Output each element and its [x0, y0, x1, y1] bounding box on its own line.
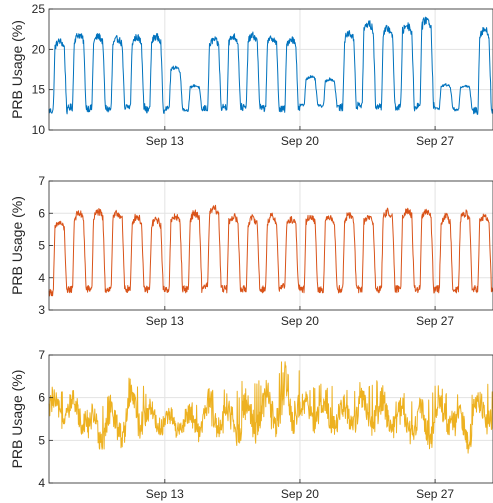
x-tick-label: Sep 20 — [281, 314, 319, 328]
y-tick-label: 10 — [32, 123, 46, 137]
y-axis-label: PRB Usage (%) — [9, 196, 25, 295]
x-tick-label: Sep 20 — [281, 487, 319, 501]
y-axis-label: PRB Usage (%) — [9, 20, 25, 119]
x-tick-label: Sep 27 — [416, 314, 454, 328]
y-tick-label: 5 — [38, 239, 45, 253]
x-tick-label: Sep 13 — [146, 487, 184, 501]
y-tick-label: 7 — [38, 348, 45, 362]
series-line — [48, 204, 493, 297]
x-tick-label: Sep 20 — [281, 134, 319, 148]
y-tick-label: 20 — [32, 42, 46, 56]
x-tick-label: Sep 27 — [416, 487, 454, 501]
x-tick-label: Sep 27 — [416, 134, 454, 148]
chart-panel-3: 4 5 6 7 Sep 13 Sep 20 Sep 27 PRB Usage (%) — [9, 348, 493, 501]
y-tick-label: 7 — [38, 174, 45, 188]
x-tick-label: Sep 13 — [146, 314, 184, 328]
y-tick-label: 6 — [38, 206, 45, 220]
x-tick-label: Sep 13 — [146, 134, 184, 148]
y-axis-label: PRB Usage (%) — [9, 370, 25, 469]
y-tick-label: 3 — [38, 303, 45, 317]
plot-area — [49, 9, 493, 130]
axes-box — [48, 354, 493, 484]
axes-box — [48, 8, 493, 131]
y-tick-label: 6 — [38, 391, 45, 405]
chart-panel-1: 10 15 20 25 Sep 13 Sep 20 Sep 27 PRB Usage (%) — [9, 2, 493, 148]
series-line — [48, 361, 493, 454]
y-tick-label: 4 — [38, 476, 45, 490]
y-tick-label: 15 — [32, 83, 46, 97]
series-line — [48, 16, 493, 115]
y-tick-label: 5 — [38, 433, 45, 447]
chart-panel-2: 3 4 5 6 7 Sep 13 Sep 20 Sep 27 PRB Usage (%) — [9, 174, 493, 328]
y-tick-label: 25 — [32, 2, 46, 16]
y-tick-label: 4 — [38, 271, 45, 285]
